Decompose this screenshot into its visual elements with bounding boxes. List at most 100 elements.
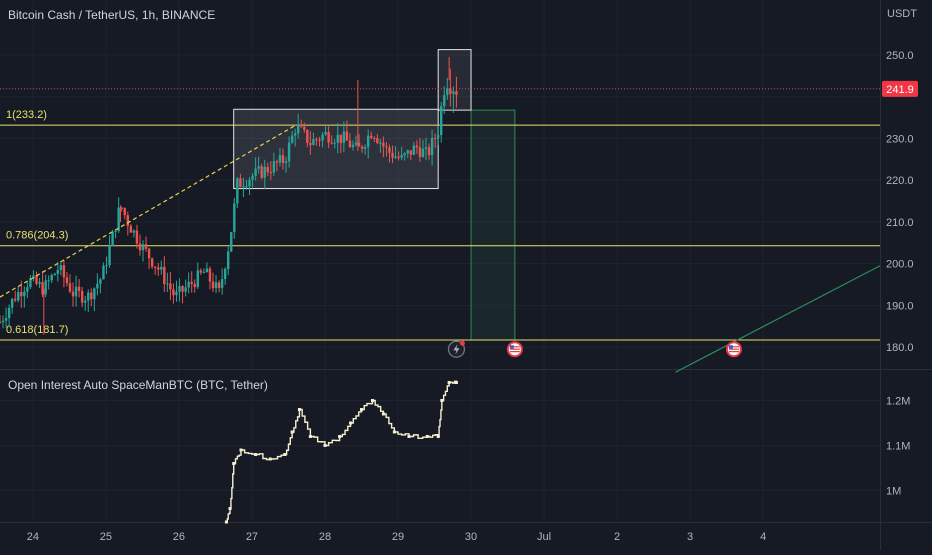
candle xyxy=(56,261,60,282)
open-interest-point xyxy=(268,457,272,461)
candle xyxy=(433,133,437,148)
candle xyxy=(348,133,352,148)
candle-body xyxy=(217,282,221,288)
candle xyxy=(223,267,227,285)
candle-body xyxy=(269,172,273,174)
candle-body xyxy=(293,133,297,136)
candle xyxy=(166,272,169,293)
lightning-icon-bolt xyxy=(453,344,460,355)
candle-body xyxy=(412,145,416,155)
candle-body xyxy=(424,147,428,149)
candle xyxy=(211,272,215,292)
candle xyxy=(199,268,203,275)
candle-body xyxy=(35,275,38,284)
candle-body xyxy=(327,132,330,143)
oi-tick-label: 1M xyxy=(886,486,901,498)
candle-body xyxy=(184,287,187,292)
candle-body xyxy=(248,179,251,187)
candle-body xyxy=(455,91,458,95)
candle xyxy=(297,113,300,139)
candle xyxy=(26,282,29,299)
candle xyxy=(376,134,379,145)
candle xyxy=(29,275,32,290)
candle-body xyxy=(14,298,17,301)
candle xyxy=(403,152,406,161)
candle xyxy=(157,262,160,277)
candle-body xyxy=(339,134,343,143)
candle xyxy=(430,129,434,166)
candle-body xyxy=(440,106,443,136)
candle-body xyxy=(236,178,239,204)
currency-label[interactable]: USDT xyxy=(887,8,917,20)
candle xyxy=(32,270,35,282)
open-interest-point xyxy=(440,399,444,402)
candle-body xyxy=(366,135,370,148)
candle-body xyxy=(342,131,346,143)
indicator-title[interactable]: Open Interest Auto SpaceManBTC (BTC, Tet… xyxy=(8,378,268,392)
open-interest-point xyxy=(297,408,301,411)
candle xyxy=(436,125,440,146)
candle xyxy=(312,132,315,146)
candle-body xyxy=(208,268,212,282)
open-interest-point xyxy=(308,435,312,438)
time-tick-label: 27 xyxy=(246,531,258,543)
candle xyxy=(135,224,139,249)
candle-body xyxy=(32,275,35,279)
open-interest-point xyxy=(359,408,363,411)
candle-body xyxy=(330,142,333,144)
fib-label: 0.786(204.3) xyxy=(6,230,68,242)
candle xyxy=(175,280,178,302)
time-tick-label: 28 xyxy=(319,531,331,543)
candle xyxy=(77,279,81,298)
candle-body xyxy=(87,292,90,301)
candle-body xyxy=(245,186,248,188)
candle-body xyxy=(397,156,400,158)
candle xyxy=(123,207,126,220)
candle xyxy=(351,140,355,151)
candle-body xyxy=(126,215,130,227)
candle-body xyxy=(205,268,209,273)
candle-body xyxy=(38,282,41,284)
candle-body xyxy=(157,267,160,270)
candle-body xyxy=(4,317,8,321)
symbol-title[interactable]: Bitcoin Cash / TetherUS, 1h, BINANCE xyxy=(8,8,215,22)
candle-body xyxy=(360,146,364,149)
candle-body xyxy=(421,148,425,157)
price-tick-label: 250.0 xyxy=(886,50,914,62)
candle-body xyxy=(0,322,2,324)
candle xyxy=(412,141,416,156)
candle-body xyxy=(93,288,96,300)
candle-body xyxy=(166,283,169,285)
candle xyxy=(290,130,294,144)
candle-body xyxy=(281,155,285,163)
open-interest-point xyxy=(254,453,258,456)
candle xyxy=(303,122,306,133)
open-interest-point xyxy=(224,520,228,524)
candle-body xyxy=(230,232,233,252)
candle-body xyxy=(59,265,63,271)
candle-body xyxy=(220,279,224,288)
candle xyxy=(71,282,75,307)
candle-body xyxy=(430,137,434,156)
candle-body xyxy=(102,265,105,280)
candle-body xyxy=(114,231,117,233)
candle-body xyxy=(172,289,175,296)
candle-body xyxy=(74,286,78,297)
candle-body xyxy=(345,131,349,141)
candle-body xyxy=(187,281,190,288)
candle-body xyxy=(56,270,60,274)
candle xyxy=(272,152,276,176)
candle xyxy=(205,262,209,273)
candle xyxy=(233,197,236,239)
candle-body xyxy=(160,266,163,270)
candle xyxy=(293,128,297,147)
oi-tick-label: 1.1M xyxy=(886,441,910,453)
trendline xyxy=(0,124,297,298)
candle xyxy=(373,136,376,143)
candle-body xyxy=(379,142,382,144)
candle-body xyxy=(376,138,379,143)
candle xyxy=(242,177,245,198)
candle-body xyxy=(17,291,20,301)
